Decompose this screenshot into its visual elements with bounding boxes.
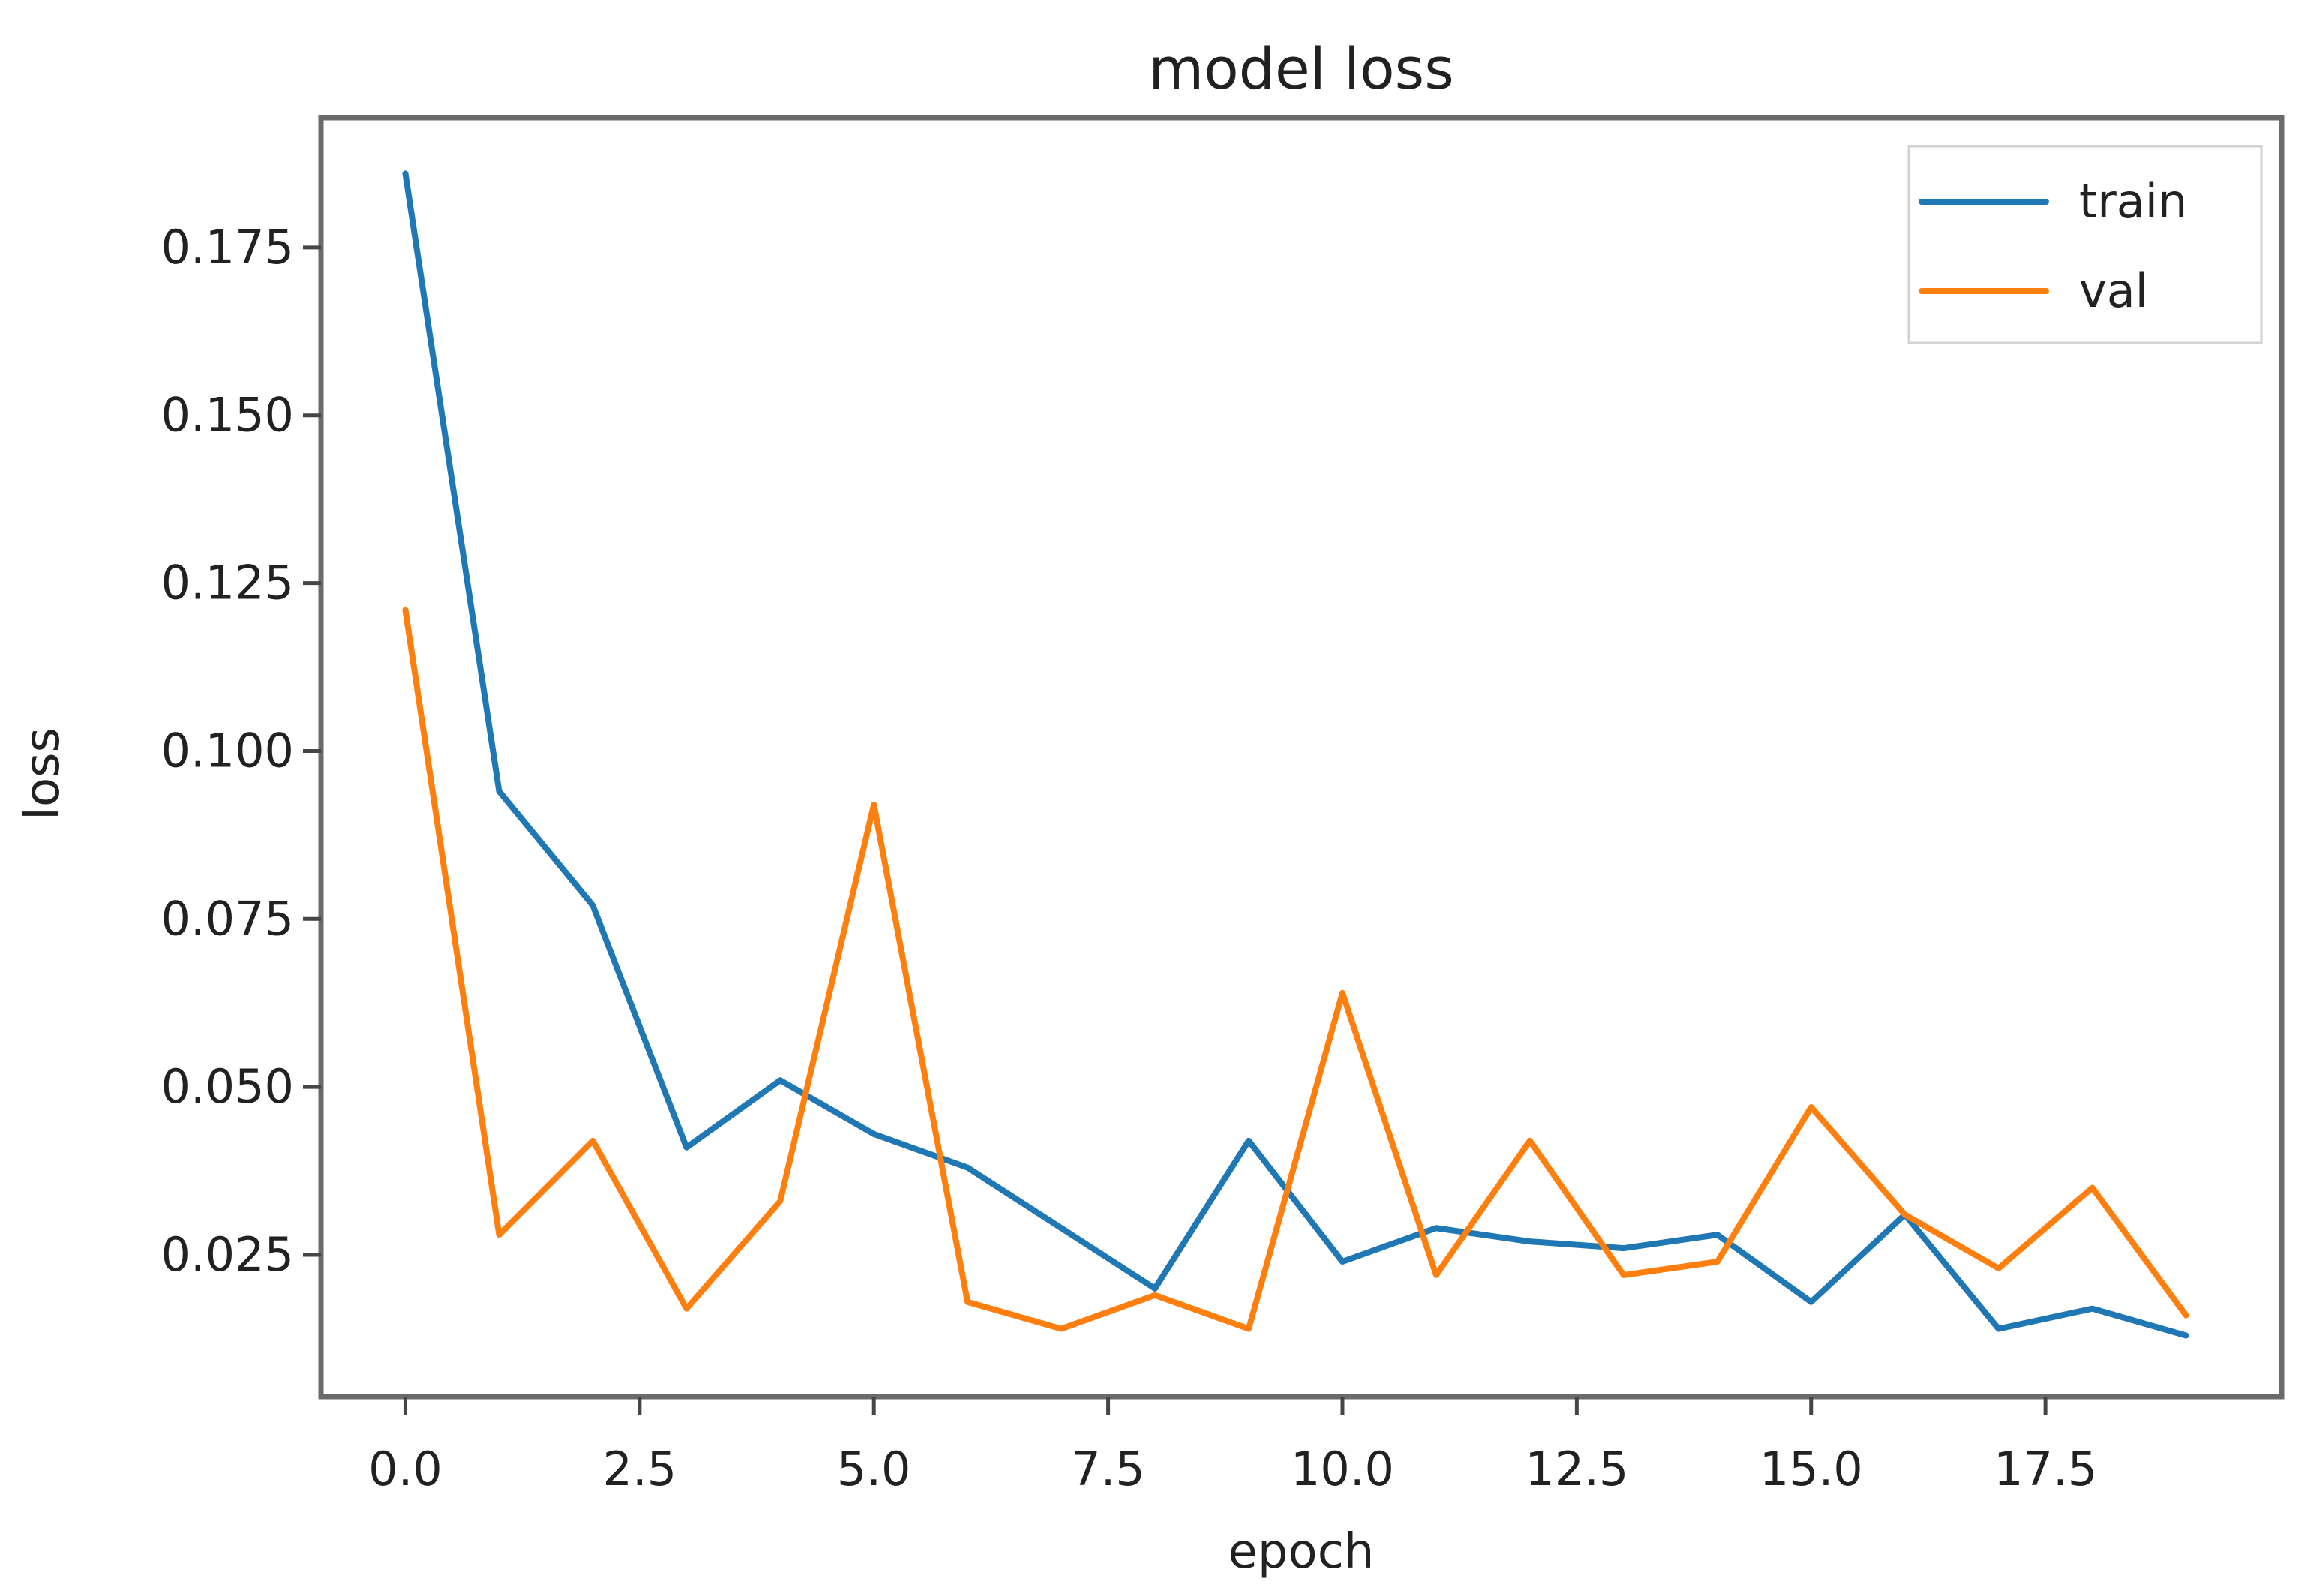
y-tick-label: 0.100	[161, 723, 295, 778]
x-axis-label: epoch	[1228, 1524, 1375, 1580]
legend-entries: train val	[1918, 174, 2187, 318]
legend-label-train: train	[2079, 174, 2187, 229]
plot-frame	[318, 115, 2284, 1400]
x-axis-ticks: 0.0 2.5 5.0 7.5 10.0 12.5 15.0 17.5	[368, 1396, 2097, 1496]
x-tick-label: 2.5	[603, 1442, 677, 1496]
chart-title: model loss	[1148, 35, 1454, 102]
y-tick-label: 0.125	[161, 556, 295, 610]
series-lines	[402, 170, 2189, 1339]
y-tick-label: 0.075	[161, 891, 295, 946]
legend-label-val: val	[2079, 263, 2148, 318]
x-tick-label: 10.0	[1291, 1442, 1394, 1496]
y-axis-ticks: 0.025 0.050 0.075 0.100 0.125 0.150 0.175	[161, 220, 321, 1282]
y-tick-label: 0.050	[161, 1059, 295, 1114]
y-tick-label: 0.025	[161, 1227, 295, 1282]
y-tick-label: 0.175	[161, 220, 295, 274]
legend-box	[1907, 145, 2263, 344]
val-line	[402, 607, 2189, 1332]
y-tick-label: 0.150	[161, 388, 295, 442]
x-tick-label: 12.5	[1525, 1442, 1628, 1496]
x-tick-label: 17.5	[1994, 1442, 2097, 1496]
x-tick-label: 5.0	[837, 1442, 911, 1496]
y-axis-label: loss	[15, 728, 70, 820]
legend: train val	[1907, 145, 2263, 344]
x-tick-label: 7.5	[1071, 1442, 1145, 1496]
train-line	[402, 170, 2189, 1339]
x-tick-label: 0.0	[368, 1442, 442, 1496]
x-tick-label: 15.0	[1760, 1442, 1863, 1496]
